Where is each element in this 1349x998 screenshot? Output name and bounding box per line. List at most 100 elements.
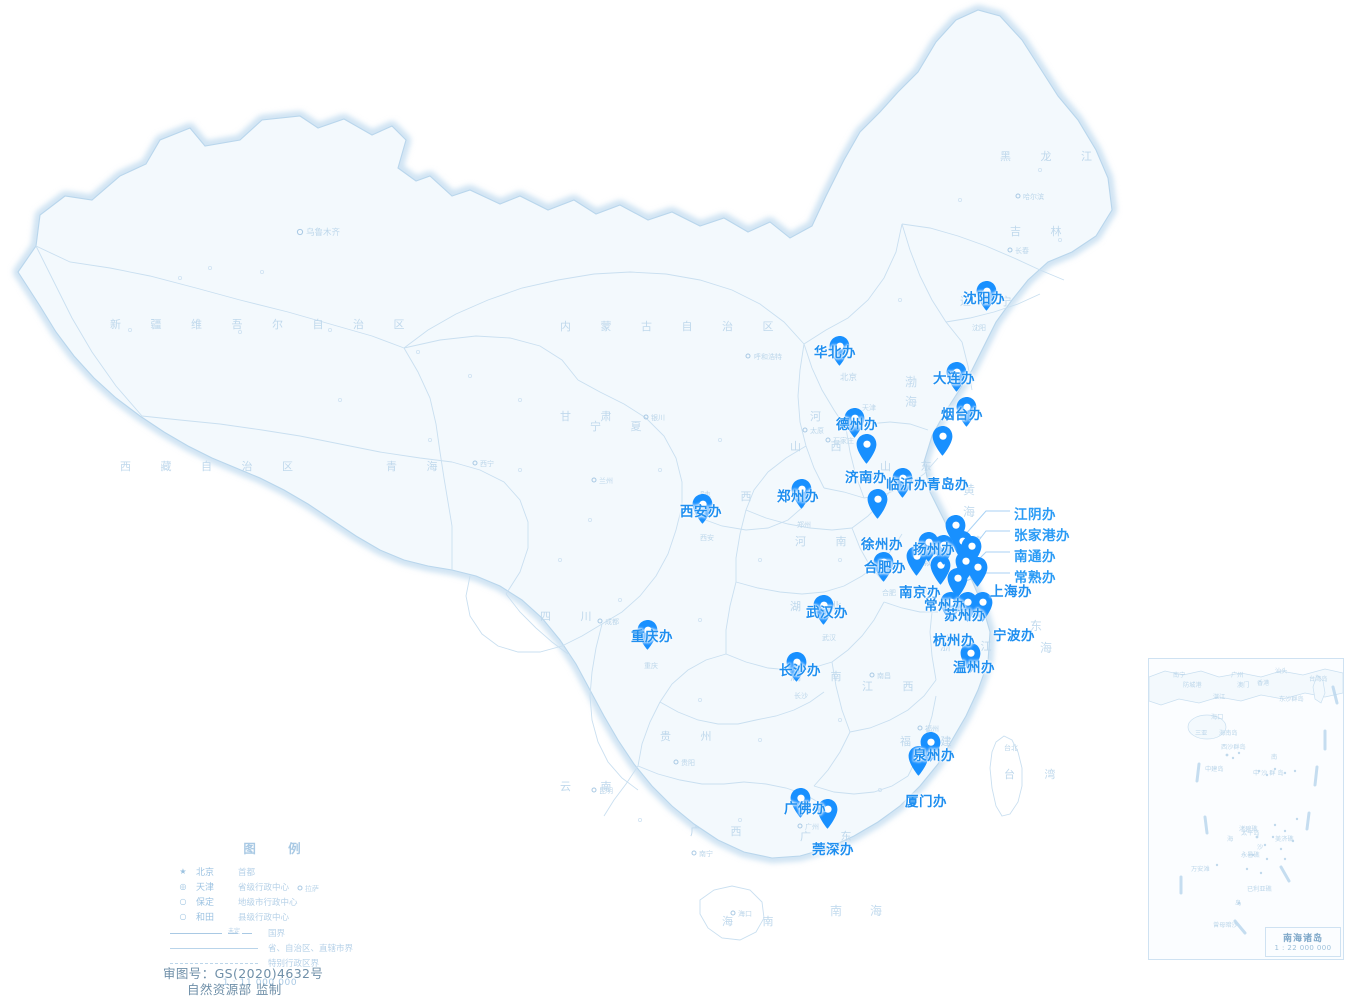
svg-text:内 蒙 古 自 治 区: 内 蒙 古 自 治 区 — [560, 319, 786, 333]
sea-labels: 黄海 东海 南海 渤海 — [830, 375, 1052, 918]
office-label[interactable]: 广佛办 — [784, 801, 826, 817]
legend-example-name: 保定 — [196, 898, 215, 908]
inset-scale: 1 : 22 000 000 — [1274, 944, 1332, 952]
svg-text:汕头: 汕头 — [1275, 667, 1287, 675]
svg-text:南宁: 南宁 — [1173, 671, 1185, 679]
svg-text:广州: 广州 — [1231, 671, 1243, 679]
office-label[interactable]: 南京办 — [899, 585, 941, 601]
legend-description: 首都 — [238, 867, 256, 878]
approval-line-1: 审图号：GS(2020)4632号 — [163, 966, 324, 981]
callout-label[interactable]: 江阴办 — [1014, 507, 1056, 523]
legend-example-name: 天津 — [196, 883, 215, 893]
svg-text:郑州: 郑州 — [797, 521, 811, 529]
office-label[interactable]: 武汉办 — [806, 605, 848, 621]
office-label[interactable]: 重庆办 — [631, 629, 673, 645]
office-label[interactable]: 郑州办 — [777, 489, 819, 505]
office-label[interactable]: 温州办 — [953, 660, 995, 676]
office-marker-pin[interactable] — [957, 592, 979, 622]
office-label[interactable]: 德州办 — [836, 417, 878, 433]
callout-label[interactable]: 常熟办 — [1014, 570, 1056, 586]
office-label[interactable]: 临沂办 — [886, 477, 928, 493]
office-label[interactable]: 苏州办 — [944, 608, 986, 624]
office-marker-pin[interactable] — [817, 799, 839, 829]
legend-example-name: 和田 — [196, 913, 215, 923]
office-label[interactable]: 常州办 — [924, 598, 966, 614]
office-marker-pin[interactable] — [932, 426, 954, 456]
office-marker-pin[interactable] — [844, 408, 866, 438]
approval-line-2: 自然资源部 监制 — [187, 982, 282, 997]
svg-text:兰州: 兰州 — [599, 476, 613, 485]
svg-text:甘 肃: 甘 肃 — [560, 410, 625, 423]
office-label[interactable]: 上海办 — [990, 584, 1032, 600]
office-marker-pin[interactable] — [908, 746, 930, 776]
svg-text:山 东: 山 东 — [880, 460, 945, 473]
svg-text:中 沙 群 岛: 中 沙 群 岛 — [1253, 769, 1284, 777]
office-marker-pin[interactable] — [790, 788, 812, 818]
svg-text:已利亚礁: 已利亚礁 — [1247, 885, 1273, 893]
legend-symbol: ★ — [179, 867, 187, 876]
legend-entry: ○ 保定 地级市行政中心 — [170, 894, 370, 909]
office-marker-pin[interactable] — [956, 397, 978, 427]
office-label[interactable]: 扬州办 — [913, 542, 955, 558]
office-label[interactable]: 厦门办 — [905, 794, 947, 810]
svg-text:广 东: 广 东 — [800, 830, 865, 843]
svg-text:山 西: 山 西 — [790, 440, 855, 453]
callout-label[interactable]: 南通办 — [1014, 549, 1056, 565]
office-label[interactable]: 宁波办 — [993, 628, 1035, 644]
office-marker-pin[interactable] — [637, 620, 659, 650]
office-marker-pin[interactable] — [692, 494, 714, 524]
office-label[interactable]: 青岛办 — [927, 477, 969, 493]
office-label[interactable]: 杭州办 — [933, 633, 975, 649]
svg-text:南京: 南京 — [914, 585, 928, 594]
svg-text:黑 龙 江: 黑 龙 江 — [1000, 150, 1105, 163]
office-label[interactable]: 泉州办 — [913, 748, 955, 764]
office-marker-pin[interactable] — [906, 546, 928, 576]
office-marker-pin[interactable] — [946, 362, 968, 392]
legend-entry: ○ 和田 县级行政中心 — [170, 909, 370, 924]
legend-title: 图 例 — [243, 841, 315, 856]
svg-text:海口: 海口 — [738, 909, 752, 918]
callout-label[interactable]: 张家港办 — [1014, 528, 1070, 544]
office-label[interactable]: 莞深办 — [812, 842, 854, 858]
office-marker-pin[interactable] — [940, 592, 962, 622]
office-label[interactable]: 长沙办 — [779, 663, 821, 679]
svg-text:宁 夏: 宁 夏 — [590, 419, 655, 433]
office-marker-pin[interactable] — [960, 643, 982, 673]
office-marker-pin[interactable] — [856, 434, 878, 464]
office-marker-pin[interactable] — [867, 489, 889, 519]
office-label[interactable]: 沈阳办 — [963, 291, 1005, 307]
office-label[interactable]: 西安办 — [680, 504, 722, 520]
office-label[interactable]: 大连办 — [933, 371, 975, 387]
office-label[interactable]: 华北办 — [814, 345, 856, 361]
office-marker-pin[interactable] — [955, 551, 977, 581]
office-marker-pin[interactable] — [972, 592, 994, 622]
office-marker-pin[interactable] — [976, 281, 998, 311]
office-marker-pin[interactable] — [829, 336, 851, 366]
svg-text:呼和浩特: 呼和浩特 — [754, 352, 782, 361]
south-china-sea-inset: 南宁 广州 汕头 台湾岛 澳门 香港 湛江 东沙群岛 海口 三亚 海南岛 西沙群… — [1148, 658, 1344, 960]
office-marker-pin[interactable] — [813, 595, 835, 625]
office-label[interactable]: 烟台办 — [941, 407, 983, 423]
office-label[interactable]: 合肥办 — [864, 560, 906, 576]
legend-line-entry: 特别行政区界 — [170, 957, 370, 969]
office-marker-pin[interactable] — [786, 652, 808, 682]
office-marker-pin[interactable] — [791, 479, 813, 509]
legend-entry: ◎ 天津 省级行政中心 — [170, 879, 370, 894]
legend-line-description: 特别行政区界 — [268, 959, 320, 969]
svg-text:银川: 银川 — [651, 413, 665, 422]
svg-text:四 川: 四 川 — [540, 610, 605, 623]
svg-text:海口: 海口 — [1211, 713, 1223, 721]
svg-text:长沙: 长沙 — [794, 691, 808, 700]
svg-text:澳门: 澳门 — [1237, 681, 1249, 689]
office-marker-pin[interactable] — [873, 552, 895, 582]
office-marker-pin[interactable] — [892, 468, 914, 498]
inset-title: 南海诸岛 — [1282, 934, 1323, 944]
svg-text:中建岛: 中建岛 — [1205, 765, 1224, 773]
svg-text:沈阳: 沈阳 — [972, 323, 986, 332]
svg-text:哈尔滨: 哈尔滨 — [1023, 192, 1044, 201]
office-label[interactable]: 济南办 — [845, 470, 887, 486]
svg-text:万安滩: 万安滩 — [1191, 865, 1210, 873]
office-marker-pin[interactable] — [933, 535, 955, 565]
office-label[interactable]: 徐州办 — [861, 537, 903, 553]
